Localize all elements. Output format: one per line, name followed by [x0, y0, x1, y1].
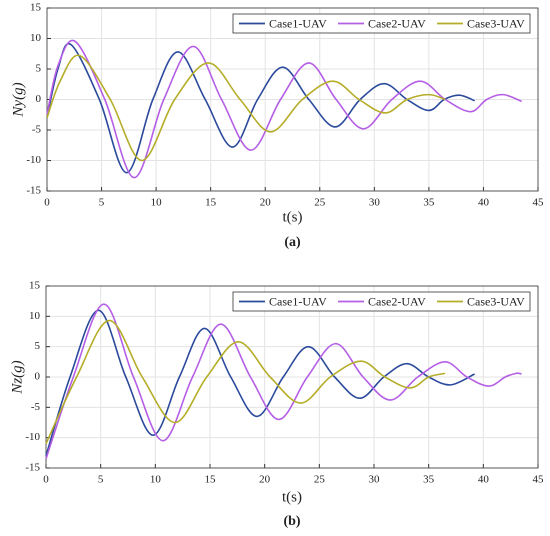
line-series [45, 303, 522, 460]
x-axis-label: t(s) [282, 489, 302, 505]
x-tick-label: 40 [478, 197, 490, 209]
y-tick-label: 5 [36, 63, 42, 75]
x-tick-label: 45 [533, 197, 545, 209]
x-tick-label: 20 [260, 197, 272, 209]
line-series [45, 319, 446, 445]
legend-label: Case3-UAV [467, 294, 525, 308]
legend-box [232, 13, 531, 34]
y-tick-label: 0 [35, 371, 41, 383]
x-tick-label: 10 [151, 197, 163, 209]
legend-label: Case3-UAV [467, 16, 525, 30]
x-tick-label: 20 [259, 474, 271, 486]
y-tick-label: -15 [25, 462, 40, 474]
x-tick-label: 35 [423, 197, 435, 209]
y-tick-label: -10 [25, 431, 40, 443]
x-tick-label: 0 [43, 474, 49, 486]
y-tick-label: 0 [36, 93, 42, 105]
legend-label: Case1-UAV [269, 16, 327, 30]
line-series [46, 42, 476, 174]
y-tick-label: -5 [32, 124, 42, 136]
x-tick-label: 25 [314, 197, 326, 209]
x-tick-label: 40 [478, 474, 490, 486]
y-tick-label: 5 [35, 340, 41, 352]
x-tick-label: 25 [314, 474, 326, 486]
y-tick-label: -15 [26, 185, 41, 197]
legend-label: Case1-UAV [269, 294, 327, 308]
line-series [46, 39, 522, 179]
x-tick-label: 5 [98, 474, 104, 486]
plot-frame [46, 7, 539, 192]
x-tick-label: 15 [205, 474, 217, 486]
caption: (b) [283, 514, 300, 529]
line-series [46, 54, 446, 162]
y-tick-label: -5 [31, 401, 41, 413]
line-series [45, 309, 475, 457]
legend-label: Case2-UAV [368, 16, 426, 30]
x-tick-label: 45 [533, 474, 545, 486]
y-tick-label: 10 [30, 32, 42, 44]
x-tick-label: 10 [150, 474, 162, 486]
y-tick-label: 10 [29, 310, 41, 322]
x-tick-label: 35 [423, 474, 435, 486]
plot-frame [45, 285, 539, 469]
y-axis-label: Nz(g) [9, 360, 25, 394]
legend-box [232, 291, 531, 312]
y-tick-label: 15 [29, 280, 41, 292]
x-tick-label: 30 [369, 197, 381, 209]
x-tick-label: 0 [44, 197, 50, 209]
x-tick-label: 15 [205, 197, 217, 209]
y-tick-label: 15 [30, 2, 42, 14]
legend: Case1-UAV Case2-UAV Case3-UAV [232, 291, 531, 312]
x-axis-label: t(s) [283, 209, 303, 225]
x-tick-label: 30 [369, 474, 381, 486]
y-axis-label: Ny(g) [10, 82, 26, 117]
x-tick-label: 5 [99, 197, 105, 209]
caption: (a) [284, 235, 301, 250]
legend: Case1-UAV Case2-UAV Case3-UAV [232, 13, 531, 34]
y-tick-label: -10 [26, 154, 41, 166]
legend-label: Case2-UAV [368, 294, 426, 308]
